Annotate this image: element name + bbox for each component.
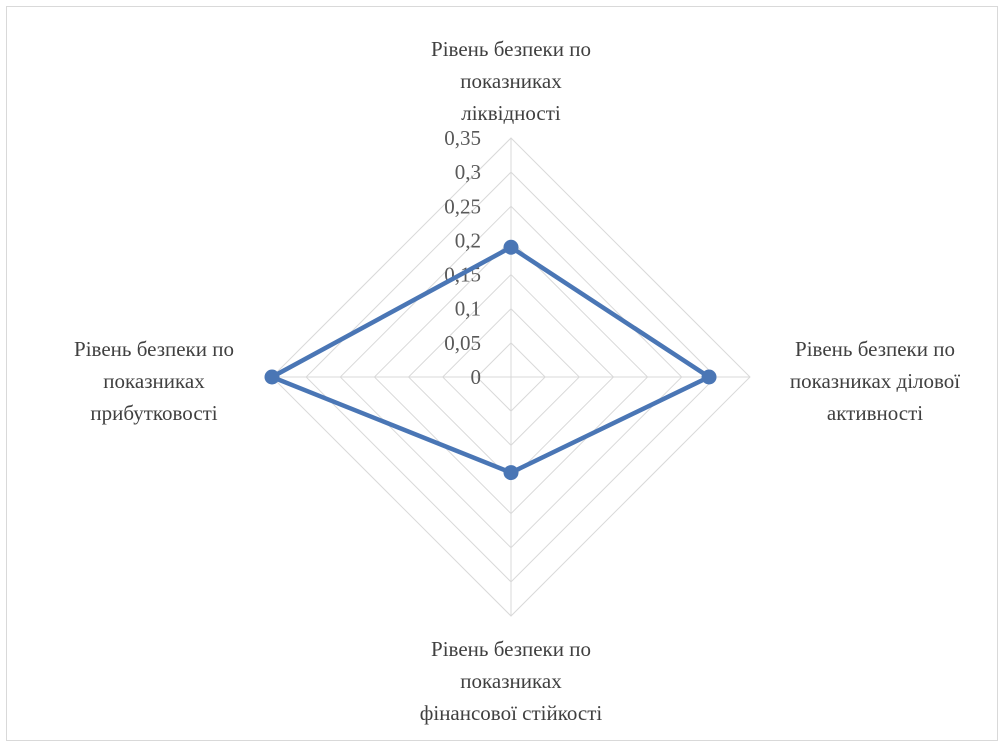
radial-tick-label: 0,35 xyxy=(444,126,481,150)
category-label: Рівень безпеки по показниках прибутковості xyxy=(74,337,234,425)
radar-grid xyxy=(271,137,751,617)
radial-tick-label: 0,1 xyxy=(455,297,481,321)
data-point xyxy=(264,369,280,385)
radial-tick-label: 0,2 xyxy=(455,228,481,252)
category-labels: Рівень безпеки по показниках ліквідності Рі… xyxy=(74,37,960,725)
radial-tick-label: 0,25 xyxy=(444,194,481,218)
radar-series xyxy=(264,239,717,481)
category-label: Рівень безпеки по показниках ділової актив… xyxy=(790,337,960,425)
category-label: Рівень безпеки по показниках фінансової ст… xyxy=(420,637,603,725)
radial-tick-label: 0,3 xyxy=(455,160,481,184)
data-point xyxy=(503,465,519,481)
chart-frame xyxy=(6,6,998,741)
category-label: Рівень безпеки по показниках ліквідності xyxy=(431,37,591,125)
series-line xyxy=(269,245,712,475)
radial-tick-label: 0,05 xyxy=(444,331,481,355)
data-point xyxy=(503,239,519,255)
radial-axis-ticks: 00,050,10,150,20,250,30,35 xyxy=(444,126,481,389)
data-point xyxy=(701,369,717,385)
radial-tick-label: 0 xyxy=(471,365,482,389)
